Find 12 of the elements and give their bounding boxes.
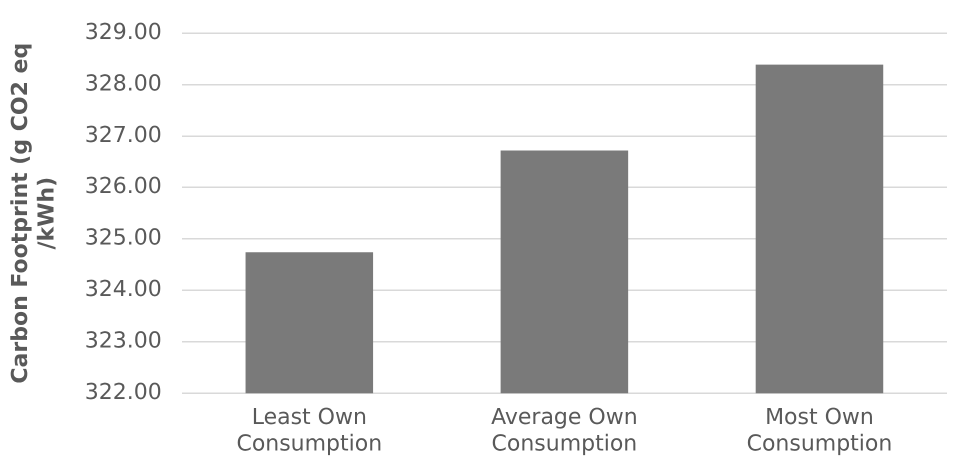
y-tick-label: 325.00 bbox=[84, 226, 162, 251]
x-tick-label: Most Own Consumption bbox=[746, 405, 892, 457]
y-tick-label: 328.00 bbox=[84, 71, 162, 96]
y-tick-label: 327.00 bbox=[84, 122, 162, 148]
x-tick-label: Average Own Consumption bbox=[491, 405, 638, 457]
y-tick-label: 322.00 bbox=[84, 380, 162, 405]
y-axis-title: Carbon Footprint (g CO2 eq /kWh) bbox=[8, 42, 60, 384]
y-tick-label: 329.00 bbox=[84, 20, 162, 45]
y-tick-label: 324.00 bbox=[84, 277, 162, 302]
y-tick-label: 323.00 bbox=[84, 328, 162, 354]
y-tick-label: 326.00 bbox=[84, 174, 162, 200]
x-tick-label: Least Own Consumption bbox=[236, 405, 382, 457]
